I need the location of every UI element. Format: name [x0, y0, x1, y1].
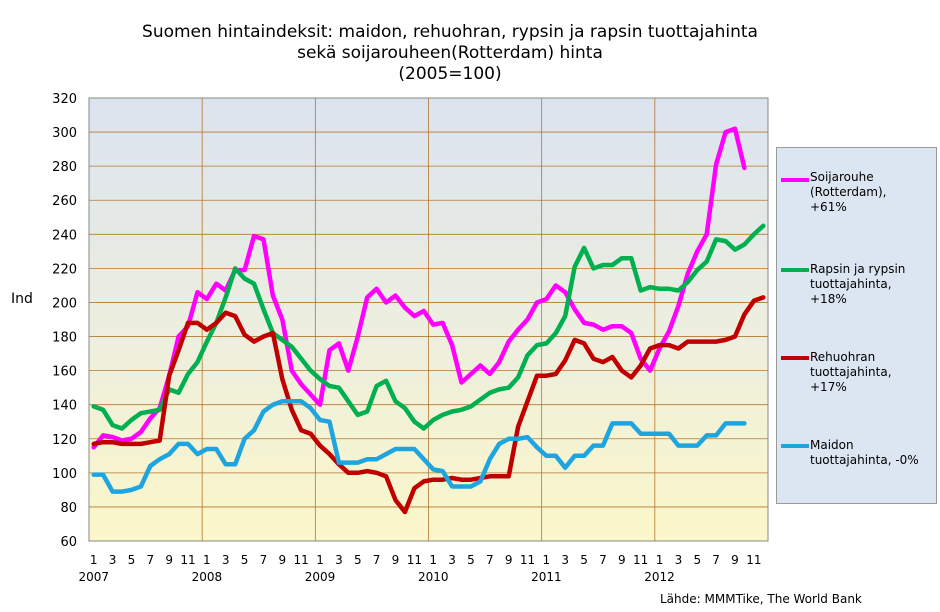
grid	[89, 98, 768, 541]
y-tick-label: 180	[52, 331, 77, 346]
x-year-label: 2008	[192, 570, 223, 584]
series-line-2	[91, 295, 766, 515]
x-tick-label: 3	[561, 553, 569, 567]
x-tick-label: 7	[260, 553, 268, 567]
x-year-label: 2007	[78, 570, 109, 584]
x-tick-label: 7	[373, 553, 381, 567]
chart-title: Suomen hintaindeksit: maidon, rehuohran,…	[0, 22, 900, 85]
x-tick-label: 7	[712, 553, 720, 567]
legend-label: Soijarouhe	[810, 170, 874, 184]
line-chart: 6080100120140160180200220240260280300320…	[11, 92, 769, 584]
y-tick-label: 60	[60, 535, 77, 550]
x-tick-label: 7	[599, 553, 607, 567]
x-tick-label: 1	[203, 553, 211, 567]
x-tick-label: 5	[693, 553, 701, 567]
x-tick-label: 9	[392, 553, 400, 567]
y-tick-label: 120	[52, 433, 77, 448]
legend-label: Maidon	[810, 438, 854, 452]
legend-label: +17%	[810, 380, 847, 394]
legend: Soijarouhe (Rotterdam), +61% Rapsin ja r…	[776, 147, 937, 504]
chart-title-line-3: (2005=100)	[398, 64, 502, 84]
y-tick-label: 240	[52, 228, 77, 243]
x-tick-label: 9	[165, 553, 173, 567]
x-tick-label: 5	[354, 553, 362, 567]
series	[91, 126, 766, 515]
y-tick-label: 260	[52, 194, 77, 209]
axes: 6080100120140160180200220240260280300320…	[52, 92, 761, 584]
x-tick-label: 1	[429, 553, 437, 567]
x-tick-label: 3	[335, 553, 343, 567]
x-tick-label: 3	[448, 553, 456, 567]
y-tick-label: 200	[52, 296, 77, 311]
x-tick-label: 5	[128, 553, 136, 567]
legend-label: +18%	[810, 292, 847, 306]
x-tick-label: 11	[746, 553, 761, 567]
y-tick-label: 300	[52, 126, 77, 141]
legend-swatch	[781, 444, 809, 448]
x-tick-label: 3	[675, 553, 683, 567]
legend-label: Rapsin ja rypsin	[810, 262, 906, 276]
legend-label: Rehuohran	[810, 350, 876, 364]
chart-title-line-1: Suomen hintaindeksit: maidon, rehuohran,…	[142, 22, 758, 42]
x-tick-label: 1	[90, 553, 98, 567]
x-tick-label: 1	[656, 553, 664, 567]
y-tick-label: 160	[52, 365, 77, 380]
x-tick-label: 5	[241, 553, 249, 567]
x-tick-label: 3	[222, 553, 230, 567]
legend-swatch	[781, 178, 809, 182]
y-tick-label: 280	[52, 160, 77, 175]
x-tick-label: 11	[180, 553, 195, 567]
chart-title-line-2: sekä soijarouheen(Rotterdam) hinta	[297, 43, 603, 63]
y-tick-label: 100	[52, 467, 77, 482]
legend-label: (Rotterdam),	[810, 185, 887, 199]
x-year-label: 2011	[531, 570, 562, 584]
y-tick-label: 220	[52, 262, 77, 277]
series-line-0	[91, 126, 747, 450]
x-tick-label: 7	[486, 553, 494, 567]
x-tick-label: 5	[580, 553, 588, 567]
legend-label: tuottajahinta,	[810, 365, 892, 379]
x-year-label: 2010	[418, 570, 449, 584]
x-tick-label: 3	[109, 553, 117, 567]
y-tick-label: 80	[60, 501, 77, 516]
series-line-1	[91, 223, 766, 431]
source-note: Lähde: MMMTike, The World Bank	[660, 592, 862, 606]
x-year-label: 2009	[305, 570, 336, 584]
x-tick-label: 7	[146, 553, 154, 567]
series-line-3	[91, 399, 747, 494]
x-tick-label: 9	[618, 553, 626, 567]
x-tick-label: 1	[316, 553, 324, 567]
x-tick-label: 9	[279, 553, 287, 567]
x-tick-label: 11	[407, 553, 422, 567]
legend-swatch	[781, 268, 809, 272]
legend-swatch	[781, 356, 809, 360]
x-tick-label: 5	[467, 553, 475, 567]
y-tick-label: 140	[52, 399, 77, 414]
x-tick-label: 1	[543, 553, 551, 567]
legend-label: +61%	[810, 200, 847, 214]
legend-label: tuottajahinta,	[810, 277, 892, 291]
x-year-label: 2012	[644, 570, 675, 584]
y-axis-label: Ind	[11, 291, 33, 307]
x-tick-label: 9	[505, 553, 513, 567]
x-tick-label: 11	[633, 553, 648, 567]
y-tick-label: 320	[52, 92, 77, 107]
x-tick-label: 11	[520, 553, 535, 567]
x-tick-label: 11	[294, 553, 309, 567]
x-tick-label: 9	[731, 553, 739, 567]
legend-label: tuottajahinta, -0%	[810, 453, 919, 467]
